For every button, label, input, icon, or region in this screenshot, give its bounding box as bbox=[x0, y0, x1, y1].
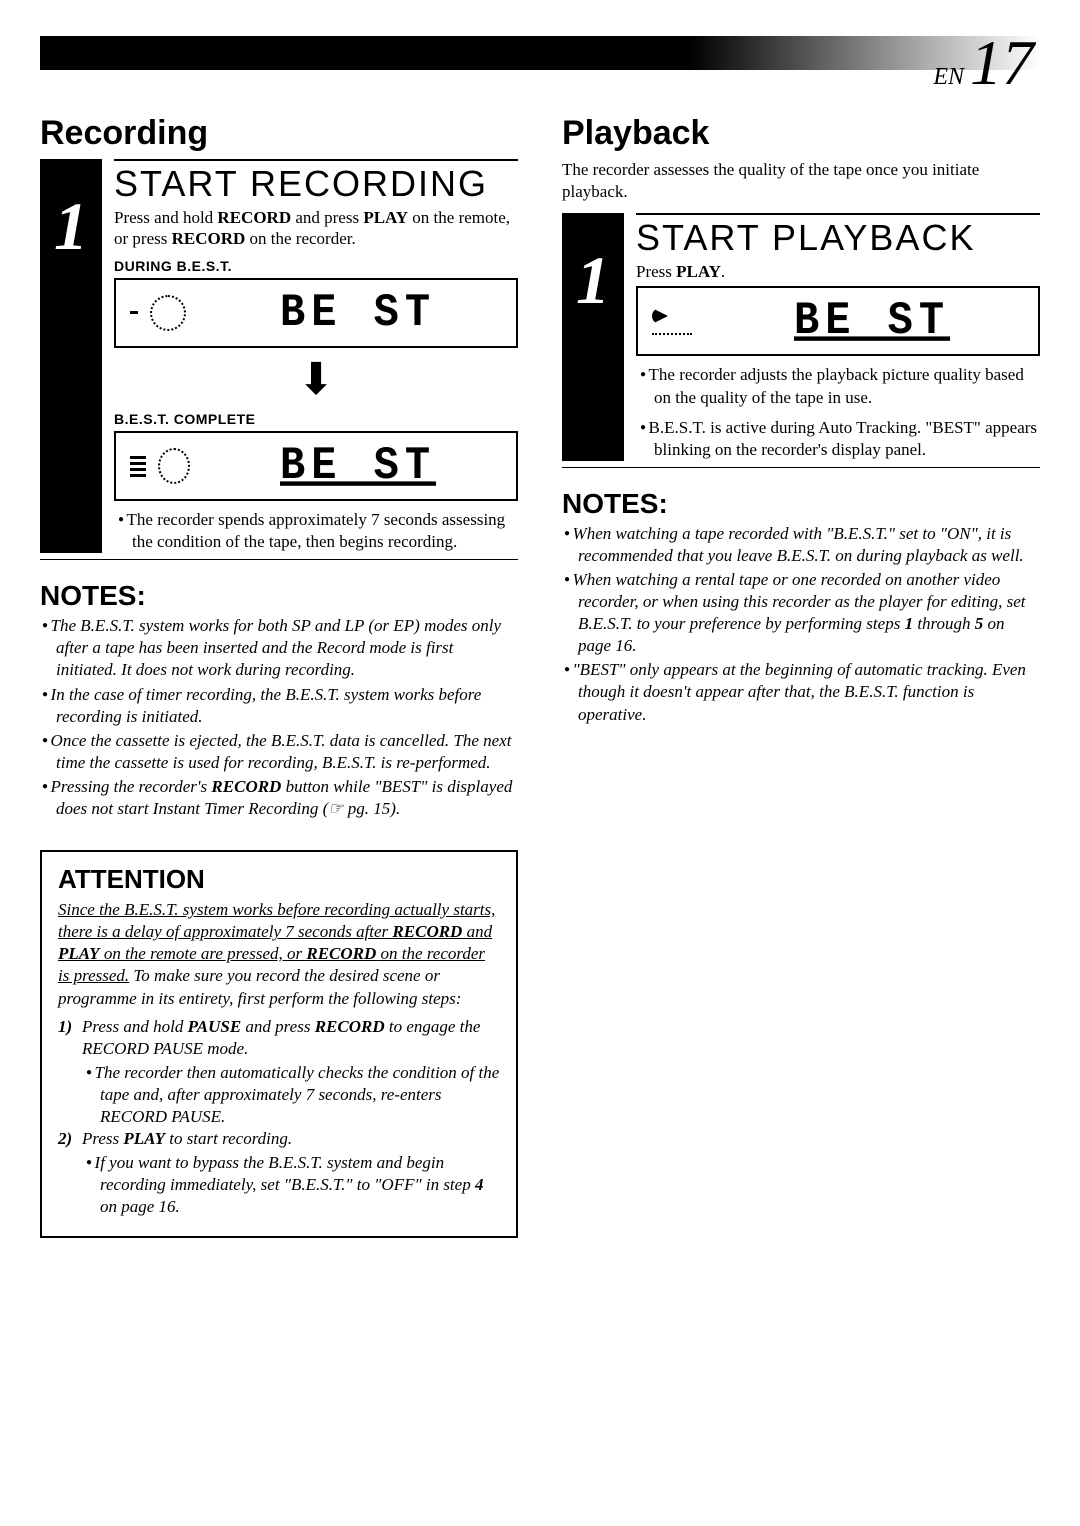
attn-step-1-sub: The recorder then automatically checks t… bbox=[82, 1062, 500, 1128]
txt: Press bbox=[82, 1129, 123, 1148]
page-en: EN bbox=[933, 64, 964, 90]
step-title: START RECORDING bbox=[114, 159, 518, 205]
txt: Press bbox=[636, 262, 676, 281]
note-item: When watching a tape recorded with "B.E.… bbox=[578, 523, 1040, 567]
note-item: The B.E.S.T. system works for both SP an… bbox=[56, 615, 518, 681]
playback-intro: The recorder assesses the quality of the… bbox=[562, 159, 1040, 203]
txt: PLAY bbox=[123, 1129, 165, 1148]
step-num: 1) bbox=[58, 1016, 82, 1128]
press-play: Press PLAY. bbox=[636, 261, 1040, 282]
attn-step-1: 1) Press and hold PAUSE and press RECORD… bbox=[58, 1016, 500, 1128]
left-column: Recording 1 START RECORDING Press and ho… bbox=[40, 114, 518, 1238]
during-label: DURING B.E.S.T. bbox=[114, 258, 518, 274]
txt: Press and hold bbox=[82, 1017, 188, 1036]
header-gradient-bar: EN17 bbox=[40, 36, 1040, 70]
reel-icon bbox=[158, 448, 190, 484]
cassette-icon bbox=[130, 446, 190, 486]
txt: PLAY bbox=[363, 208, 408, 227]
step-number: 1 bbox=[562, 213, 624, 461]
page-num: 17 bbox=[970, 27, 1034, 98]
attention-body: Since the B.E.S.T. system works before r… bbox=[58, 899, 500, 1218]
txt: RECORD bbox=[315, 1017, 385, 1036]
note-item: When watching a rental tape or one recor… bbox=[578, 569, 1040, 657]
display-playback: BE ST bbox=[636, 286, 1040, 356]
step-number: 1 bbox=[40, 159, 102, 553]
txt: on the recorder. bbox=[245, 229, 355, 248]
playback-heading: Playback bbox=[562, 114, 1040, 153]
txt: Press and hold bbox=[114, 208, 217, 227]
notes-list: The B.E.S.T. system works for both SP an… bbox=[40, 615, 518, 820]
attn-step-2-sub: If you want to bypass the B.E.S.T. syste… bbox=[82, 1152, 500, 1218]
seg-display: BE ST bbox=[794, 295, 950, 348]
playback-sub-2: B.E.S.T. is active during Auto Tracking.… bbox=[636, 417, 1040, 461]
note-item: "BEST" only appears at the beginning of … bbox=[578, 659, 1040, 725]
down-arrow-icon: ⬇ bbox=[114, 360, 518, 400]
play-icon bbox=[652, 301, 704, 341]
notes-list: When watching a tape recorded with "B.E.… bbox=[562, 523, 1040, 726]
txt: to start recording. bbox=[165, 1129, 292, 1148]
cassette-icon bbox=[130, 293, 190, 333]
page-number: EN17 bbox=[933, 26, 1034, 100]
txt: RECORD bbox=[392, 922, 462, 941]
txt: and bbox=[462, 922, 492, 941]
note-item: Once the cassette is ejected, the B.E.S.… bbox=[56, 730, 518, 774]
complete-label: B.E.S.T. COMPLETE bbox=[114, 411, 518, 427]
step-instruction: Press and hold RECORD and press PLAY on … bbox=[114, 207, 518, 250]
txt: and press bbox=[291, 208, 363, 227]
spends-note: The recorder spends approximately 7 seco… bbox=[114, 509, 518, 553]
txt: . bbox=[721, 262, 725, 281]
txt: RECORD bbox=[306, 944, 376, 963]
note-item: In the case of timer recording, the B.E.… bbox=[56, 684, 518, 728]
seg-display: BE ST bbox=[280, 440, 436, 493]
recording-heading: Recording bbox=[40, 114, 518, 153]
txt: PLAY bbox=[676, 262, 721, 281]
attention-title: ATTENTION bbox=[58, 864, 500, 895]
bars-icon bbox=[130, 311, 138, 314]
notes-heading: NOTES: bbox=[562, 488, 1040, 521]
txt: and press bbox=[241, 1017, 315, 1036]
notes-heading: NOTES: bbox=[40, 580, 518, 613]
playback-sub-1: The recorder adjusts the playback pictur… bbox=[636, 364, 1040, 408]
recording-step-block: 1 START RECORDING Press and hold RECORD … bbox=[40, 159, 518, 560]
txt: PAUSE bbox=[188, 1017, 242, 1036]
note-item: Pressing the recorder's RECORD button wh… bbox=[56, 776, 518, 820]
step-num: 2) bbox=[58, 1128, 82, 1218]
playback-step-block: 1 START PLAYBACK Press PLAY. BE ST The r… bbox=[562, 213, 1040, 468]
attention-box: ATTENTION Since the B.E.S.T. system work… bbox=[40, 850, 518, 1238]
attn-step-2: 2) Press PLAY to start recording. If you… bbox=[58, 1128, 500, 1218]
display-complete: BE ST bbox=[114, 431, 518, 501]
bars-icon bbox=[130, 456, 146, 477]
txt: PLAY bbox=[58, 944, 100, 963]
display-during: BE ST bbox=[114, 278, 518, 348]
txt: on the remote are pressed, or bbox=[100, 944, 307, 963]
right-column: Playback The recorder assesses the quali… bbox=[562, 114, 1040, 1238]
step-title: START PLAYBACK bbox=[636, 213, 1040, 259]
txt: RECORD bbox=[172, 229, 246, 248]
txt: RECORD bbox=[217, 208, 291, 227]
reel-icon bbox=[150, 295, 186, 331]
seg-display: BE ST bbox=[280, 286, 436, 339]
